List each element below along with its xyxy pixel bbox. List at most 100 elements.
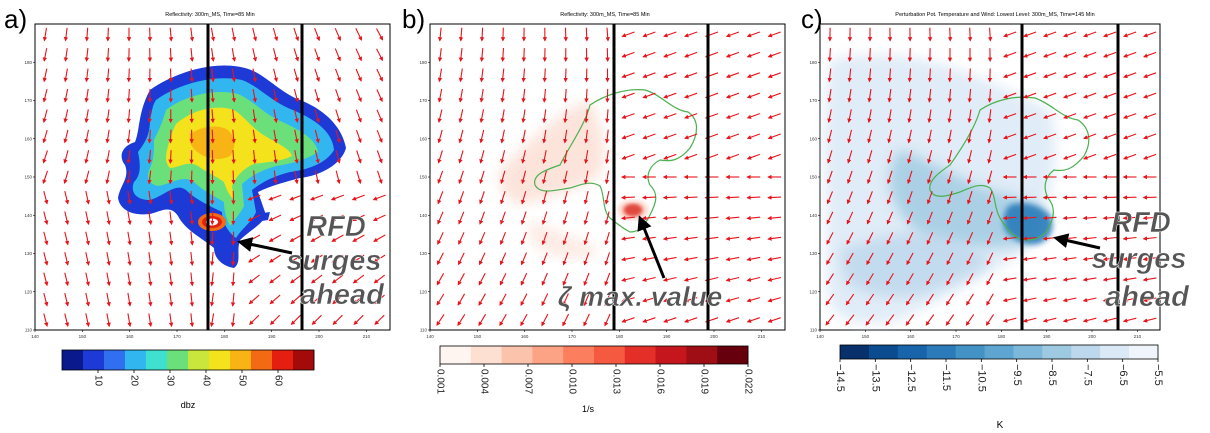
wind-arrow [105, 27, 111, 42]
wind-arrow [621, 236, 635, 241]
wind-arrow [621, 31, 635, 38]
wind-arrow [1103, 51, 1117, 58]
wind-arrow [1043, 153, 1057, 160]
wind-arrow [986, 191, 993, 205]
wind-arrow [210, 231, 215, 246]
wind-arrow [1043, 72, 1057, 79]
wind-arrow [563, 68, 568, 83]
panel-label-b: b) [402, 4, 425, 34]
wind-arrow [42, 27, 48, 42]
wind-arrow [230, 313, 236, 328]
wind-arrow [927, 170, 933, 185]
colorbar-swatch [251, 350, 273, 370]
wind-arrow [500, 109, 505, 124]
wind-arrow [887, 150, 893, 164]
wind-arrow [273, 170, 278, 185]
wind-arrow [210, 48, 216, 62]
wind-arrow [1003, 133, 1017, 140]
colorbar-tick-label: −8.5 [1046, 364, 1058, 386]
wind-arrow [332, 294, 344, 305]
plot-area-b: 140 150 160 170 180 190 200 210 110 120 130 140 150 1… [419, 23, 786, 339]
wind-arrow [210, 109, 215, 124]
wind-arrow [906, 211, 914, 225]
wind-arrow [642, 113, 656, 119]
wind-arrow [147, 129, 152, 144]
colorbar-tick-label: 0.016 [654, 369, 665, 394]
wind-arrow [847, 129, 853, 144]
colorbar-tick-label: −13.5 [869, 364, 881, 392]
wind-arrow [767, 51, 781, 58]
annotation-text-c: RFD surges ahead [1091, 207, 1194, 313]
colorbar-swatch [272, 350, 294, 370]
wind-arrow [642, 276, 656, 282]
colorbar-b: 0.001 0.004 0.007 0.010 0.013 0.016 0.019 0.022 [434, 345, 753, 394]
wind-arrow [478, 313, 487, 327]
y-tick-label: 110 [25, 328, 33, 333]
wind-arrow [372, 214, 386, 222]
wind-arrow [542, 109, 547, 124]
wind-arrow [437, 48, 443, 62]
wind-arrow [500, 68, 505, 83]
wind-arrow [583, 293, 590, 307]
wind-arrow [885, 293, 895, 306]
wind-arrow [189, 68, 195, 83]
wind-arrow [885, 314, 895, 326]
colorbar-swatch [717, 346, 749, 364]
x-tick-label: 170 [568, 334, 576, 339]
wind-arrow [85, 252, 90, 266]
wind-arrow [458, 68, 464, 83]
wind-arrow [684, 317, 698, 323]
wind-arrow [642, 317, 656, 323]
wind-arrow [621, 72, 635, 79]
wind-arrow [926, 252, 934, 266]
wind-arrow [63, 150, 69, 164]
wind-arrow [42, 88, 48, 103]
wind-arrows-b [436, 27, 782, 327]
wind-arrow [64, 190, 70, 205]
wind-arrow [148, 292, 153, 307]
wind-arrow [683, 236, 698, 241]
wind-arrow [147, 170, 152, 185]
wind-arrow [290, 274, 302, 284]
wind-arrow [825, 293, 835, 306]
wind-arrow [642, 256, 656, 262]
wind-arrow [376, 28, 384, 41]
wind-arrow [642, 31, 656, 38]
wind-arrow [147, 27, 153, 42]
wind-arrow [310, 254, 323, 263]
wind-arrow [907, 88, 912, 103]
wind-arrow [311, 294, 323, 305]
wind-arrow [642, 153, 656, 160]
wind-arrow [168, 48, 174, 62]
wind-arrow [168, 190, 174, 205]
y-tick-label: 120 [419, 289, 427, 294]
wind-arrow [1003, 153, 1017, 160]
wind-arrow [746, 317, 760, 323]
colorbar-swatch [209, 350, 231, 370]
y-tick-label: 130 [24, 251, 32, 256]
wind-arrow [331, 214, 344, 222]
wind-arrow [293, 68, 299, 83]
wind-arrow [309, 194, 324, 201]
wind-arrow [987, 129, 992, 144]
wind-arrow [621, 113, 635, 119]
wind-arrow [126, 129, 131, 144]
wind-arrow [209, 272, 215, 287]
wind-arrow [986, 293, 994, 306]
wind-arrow [604, 150, 610, 164]
wind-arrow [105, 88, 110, 103]
colorbar-swatch [655, 346, 687, 364]
wind-arrow [1083, 51, 1097, 58]
wind-arrow [746, 297, 761, 303]
wind-arrow [662, 256, 677, 262]
wind-arrow [621, 276, 635, 282]
wind-arrow [887, 129, 892, 144]
wind-arrow [926, 273, 934, 286]
wind-arrow [85, 272, 90, 287]
panel-title-a: Reflectivity: 300m_MS, Time=85 Min [165, 12, 254, 18]
vorticity-haze-2 [528, 220, 600, 259]
wind-arrow [725, 153, 740, 160]
wind-arrow [437, 150, 443, 164]
wind-arrow [249, 314, 260, 326]
